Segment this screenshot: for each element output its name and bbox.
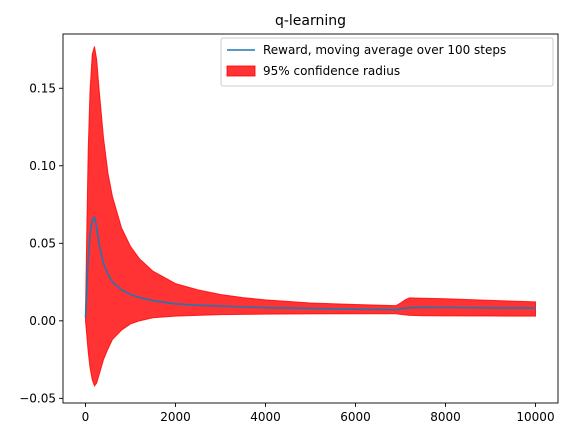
plot-area	[84, 46, 536, 388]
axes-frame	[62, 33, 559, 404]
y-tick-label: 0.05	[29, 236, 56, 250]
legend-label-reward: Reward, moving average over 100 steps	[263, 43, 506, 57]
legend-box	[220, 37, 554, 87]
legend-band-swatch	[226, 65, 256, 77]
x-tick-label: 10000	[516, 410, 554, 424]
x-tick-label: 2000	[160, 410, 191, 424]
reward-line	[84, 216, 536, 318]
y-tick-label: 0.00	[29, 314, 56, 328]
confidence-band	[85, 46, 536, 388]
chart-title: q-learning	[275, 13, 346, 29]
y-tick-label: 0.10	[29, 159, 56, 173]
y-tick-label: −0.05	[19, 391, 56, 405]
y-tick-label: 0.15	[29, 81, 56, 95]
x-tick-label: 8000	[430, 410, 461, 424]
legend-label-confidence: 95% confidence radius	[263, 64, 400, 78]
x-tick-label: 0	[82, 410, 90, 424]
x-tick-label: 6000	[340, 410, 371, 424]
x-tick-label: 4000	[250, 410, 281, 424]
axes: 0 2000 4000 6000 8000 10000 −0.05 0.00 0.05 0.10 0…	[19, 33, 559, 424]
legend: Reward, moving average over 100 steps 95…	[220, 37, 554, 87]
